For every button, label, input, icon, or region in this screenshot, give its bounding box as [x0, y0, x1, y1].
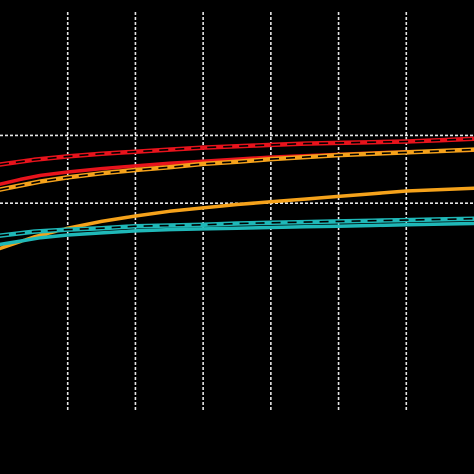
series-path-6	[0, 221, 474, 247]
series-path-5	[0, 216, 474, 238]
series-path-1	[0, 136, 474, 167]
series-line-3	[0, 147, 474, 192]
series-line-4	[0, 186, 474, 251]
series-path-4	[0, 186, 474, 251]
series-line-1	[0, 136, 474, 167]
series-line-5	[0, 216, 474, 238]
series-line-6	[0, 221, 474, 247]
series-dash-overlay-3	[0, 148, 474, 191]
series-lines	[0, 136, 474, 251]
